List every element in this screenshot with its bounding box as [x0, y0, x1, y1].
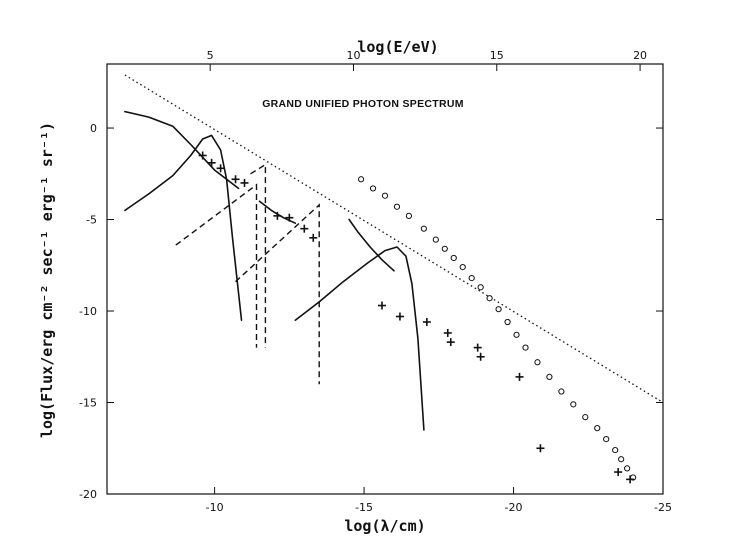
circle-point-2: [381, 192, 389, 199]
circle-point-18: [546, 373, 553, 380]
cross-point-1: [207, 158, 216, 167]
cross-point-8: [309, 233, 318, 242]
cross-point-0: [198, 151, 207, 160]
cross-point-13: [446, 338, 455, 347]
x-tick-label-2: -20: [505, 501, 523, 514]
circle-point-24: [612, 446, 619, 454]
cross-point-14: [473, 343, 482, 352]
series-dashed-7: [235, 203, 320, 385]
circle-point-14: [504, 318, 511, 326]
x-axis-title: log(λ/cm): [344, 517, 425, 535]
cross-point-12: [443, 328, 452, 337]
circle-point-7: [441, 245, 448, 252]
cross-point-2: [216, 164, 225, 173]
cross-point-3: [231, 175, 240, 184]
y-tick-label-2: -10: [79, 305, 97, 318]
series-dashed-6: [175, 183, 258, 348]
x-tick-label-1: -15: [355, 501, 373, 514]
cross-point-19: [626, 475, 635, 484]
y-tick-label-3: -15: [79, 397, 97, 410]
circle-point-17: [534, 359, 541, 366]
circle-point-21: [582, 414, 589, 421]
series-solid-2: [124, 134, 243, 322]
circle-point-8: [450, 254, 457, 262]
cross-point-10: [395, 312, 404, 321]
circle-point-25: [618, 456, 625, 463]
chart-title: GRAND UNIFIED PHOTON SPECTRUM: [262, 98, 464, 110]
x-tick-label-0: -10: [206, 501, 224, 514]
series-dashed-8: [250, 163, 267, 348]
circle-point-11: [477, 284, 484, 291]
circle-point-13: [495, 306, 502, 313]
circle-point-19: [558, 388, 565, 395]
cross-point-18: [614, 468, 623, 477]
cross-point-11: [422, 318, 431, 326]
y-tick-label-1: -5: [86, 214, 97, 227]
y-tick-label-0: 0: [90, 122, 97, 135]
cross-point-16: [515, 372, 524, 381]
circle-point-22: [594, 425, 601, 432]
circle-point-3: [393, 203, 401, 210]
cross-point-4: [240, 178, 249, 187]
series-dotted-0: [124, 74, 664, 404]
circle-point-0: [357, 176, 365, 183]
series-solid-1: [124, 110, 240, 190]
y-tick-label-4: -20: [79, 488, 97, 501]
circle-point-15: [513, 331, 520, 338]
x2-tick-label-0: 5: [207, 49, 214, 62]
circle-point-16: [522, 344, 529, 351]
cross-point-15: [476, 352, 485, 361]
circle-point-10: [468, 274, 475, 282]
circle-point-4: [405, 212, 413, 219]
y-axis-title: log(Flux/erg cm⁻² sec⁻¹ erg⁻¹ sr⁻¹): [38, 122, 56, 438]
axis-ticks: -10 -15 -20 -25 5 10 15 20 0 -5 -10 -15 -20: [79, 49, 672, 514]
circle-point-5: [420, 225, 427, 232]
circle-point-12: [486, 295, 493, 302]
cross-point-9: [378, 301, 387, 310]
circle-point-1: [369, 185, 377, 192]
circle-point-23: [603, 436, 610, 443]
x2-axis-title: log(E/eV): [357, 38, 438, 56]
cross-point-17: [536, 444, 545, 453]
plot-border: [106, 63, 664, 495]
x-tick-label-3: -25: [654, 501, 672, 514]
x2-tick-label-1: 10: [346, 49, 360, 62]
series-solid-3: [294, 246, 425, 431]
data-marks: [124, 74, 664, 484]
circle-point-9: [459, 264, 466, 271]
series-solid-4: [348, 218, 395, 272]
x2-tick-label-3: 20: [633, 49, 647, 62]
circle-point-20: [570, 401, 577, 408]
circle-point-6: [432, 236, 439, 243]
cross-point-7: [300, 224, 309, 233]
cross-point-6: [285, 213, 294, 222]
x2-tick-label-2: 15: [490, 49, 504, 62]
cross-point-5: [273, 211, 282, 220]
plot-frame: [106, 63, 664, 495]
circle-point-26: [624, 465, 631, 472]
